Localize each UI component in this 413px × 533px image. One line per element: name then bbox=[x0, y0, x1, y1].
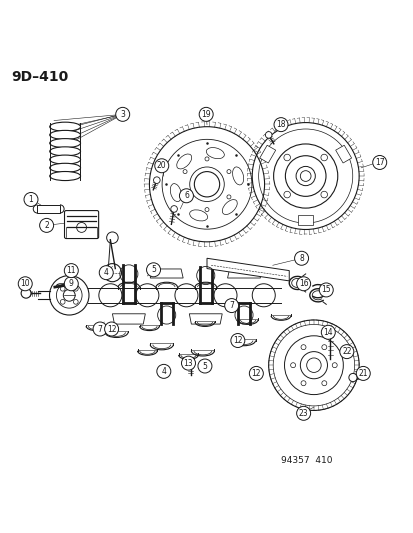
Text: 12: 12 bbox=[233, 336, 242, 345]
Text: 5: 5 bbox=[202, 361, 207, 370]
Circle shape bbox=[146, 263, 160, 277]
Ellipse shape bbox=[50, 155, 81, 164]
Circle shape bbox=[230, 334, 244, 348]
Circle shape bbox=[153, 177, 160, 183]
Ellipse shape bbox=[50, 139, 81, 148]
Text: 3: 3 bbox=[120, 110, 125, 119]
Text: 12: 12 bbox=[107, 325, 116, 334]
Circle shape bbox=[296, 277, 310, 291]
Circle shape bbox=[294, 251, 308, 265]
Text: 11: 11 bbox=[66, 266, 76, 275]
Bar bbox=[335, 145, 351, 163]
Circle shape bbox=[342, 349, 350, 357]
Circle shape bbox=[326, 329, 333, 336]
Polygon shape bbox=[150, 269, 183, 278]
Circle shape bbox=[40, 219, 54, 232]
Text: 19: 19 bbox=[201, 110, 211, 119]
Ellipse shape bbox=[170, 183, 181, 201]
Text: 22: 22 bbox=[341, 347, 351, 356]
Circle shape bbox=[356, 366, 369, 381]
Circle shape bbox=[157, 365, 171, 378]
Circle shape bbox=[21, 288, 31, 298]
Text: 94357  410: 94357 410 bbox=[280, 456, 332, 465]
Text: 2: 2 bbox=[44, 221, 49, 230]
Ellipse shape bbox=[50, 122, 81, 131]
Ellipse shape bbox=[206, 148, 224, 159]
Circle shape bbox=[187, 358, 193, 365]
Text: 20: 20 bbox=[157, 161, 166, 170]
Circle shape bbox=[171, 206, 177, 212]
Ellipse shape bbox=[50, 147, 81, 156]
Text: 9: 9 bbox=[69, 279, 74, 288]
Text: 21: 21 bbox=[358, 369, 367, 378]
Circle shape bbox=[249, 366, 263, 381]
Text: 4: 4 bbox=[161, 367, 166, 376]
Circle shape bbox=[199, 107, 213, 122]
Circle shape bbox=[320, 325, 335, 340]
Circle shape bbox=[265, 132, 271, 138]
Circle shape bbox=[224, 298, 238, 312]
Circle shape bbox=[181, 356, 195, 370]
Circle shape bbox=[273, 118, 287, 132]
Circle shape bbox=[197, 359, 211, 373]
Text: 7: 7 bbox=[229, 301, 233, 310]
Text: 4: 4 bbox=[104, 268, 109, 277]
Ellipse shape bbox=[222, 199, 237, 214]
Circle shape bbox=[64, 264, 78, 278]
Ellipse shape bbox=[232, 167, 243, 185]
Polygon shape bbox=[112, 314, 145, 324]
FancyBboxPatch shape bbox=[64, 211, 98, 239]
Circle shape bbox=[64, 277, 78, 291]
Polygon shape bbox=[206, 259, 289, 281]
Circle shape bbox=[18, 277, 32, 291]
Polygon shape bbox=[227, 269, 260, 278]
Text: 16: 16 bbox=[298, 279, 308, 288]
Circle shape bbox=[348, 374, 356, 382]
Circle shape bbox=[372, 156, 386, 169]
Polygon shape bbox=[189, 314, 222, 324]
Circle shape bbox=[25, 290, 31, 296]
Circle shape bbox=[154, 159, 169, 173]
Ellipse shape bbox=[189, 210, 207, 221]
Circle shape bbox=[24, 192, 38, 206]
Circle shape bbox=[296, 406, 310, 421]
Circle shape bbox=[179, 189, 193, 203]
Text: 9D–410: 9D–410 bbox=[12, 70, 69, 84]
Bar bbox=[259, 145, 275, 163]
Text: 23: 23 bbox=[298, 409, 308, 418]
Text: 7: 7 bbox=[97, 325, 102, 334]
Text: 10: 10 bbox=[20, 279, 30, 288]
Circle shape bbox=[93, 322, 107, 336]
Text: 18: 18 bbox=[275, 120, 285, 129]
Ellipse shape bbox=[50, 131, 81, 140]
Circle shape bbox=[104, 322, 118, 336]
Text: 12: 12 bbox=[251, 369, 261, 378]
Text: 5: 5 bbox=[151, 265, 156, 274]
Text: 6: 6 bbox=[183, 191, 188, 200]
Circle shape bbox=[339, 345, 353, 359]
Text: 13: 13 bbox=[183, 359, 193, 368]
Text: 8: 8 bbox=[299, 254, 303, 263]
Circle shape bbox=[99, 265, 113, 280]
Text: 1: 1 bbox=[28, 195, 33, 204]
Ellipse shape bbox=[50, 172, 81, 181]
Circle shape bbox=[318, 283, 332, 297]
Bar bbox=[298, 215, 312, 225]
Ellipse shape bbox=[50, 163, 81, 172]
Bar bbox=[37, 205, 60, 213]
Text: 14: 14 bbox=[323, 328, 332, 337]
Ellipse shape bbox=[176, 154, 191, 169]
Text: 17: 17 bbox=[374, 158, 384, 167]
Circle shape bbox=[115, 107, 129, 122]
Text: 15: 15 bbox=[320, 286, 330, 294]
